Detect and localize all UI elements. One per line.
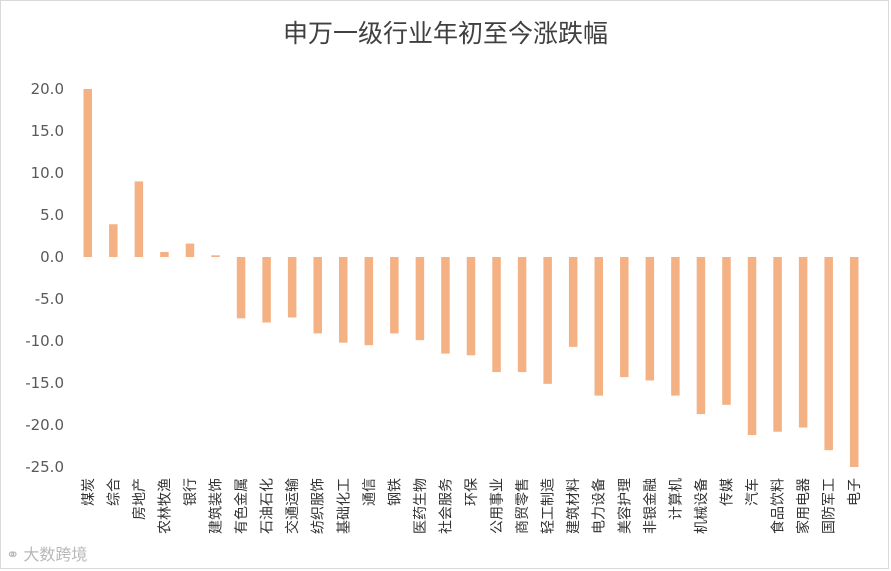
bar: [109, 224, 118, 257]
bar: [492, 257, 501, 373]
bar: [747, 257, 757, 436]
watermark: ⚭ 大数跨境: [6, 541, 87, 565]
bar: [568, 257, 578, 347]
category-label: 房地产: [132, 478, 148, 520]
bar: [798, 257, 808, 428]
chart-title: 申万一级行业年初至今涨跌幅: [282, 19, 608, 48]
category-label: 煤炭: [81, 478, 97, 506]
category-label: 传媒: [719, 478, 735, 506]
bar: [517, 257, 527, 373]
category-label: 建筑装饰: [209, 478, 225, 534]
bar: [134, 181, 144, 257]
bar: [313, 257, 322, 334]
category-label: 轻工制造: [541, 478, 557, 534]
bar: [620, 257, 629, 378]
category-label: 钢铁: [387, 478, 403, 506]
bar: [773, 257, 782, 432]
watermark-text: 大数跨境: [23, 545, 88, 564]
category-label: 商贸零售: [515, 478, 531, 534]
bar: [390, 257, 399, 334]
category-label: 计算机: [668, 478, 684, 520]
category-label: 非银金融: [643, 478, 659, 534]
category-label: 电子: [847, 478, 863, 506]
y-tick-label: 0.0: [40, 248, 64, 266]
bar: [696, 257, 706, 415]
bar: [543, 257, 552, 384]
category-label: 社会服务: [438, 478, 454, 534]
category-label: 电力设备: [591, 478, 608, 534]
category-label: 银行: [183, 478, 199, 506]
bar: [594, 257, 603, 396]
y-tick-label: -5.0: [35, 290, 64, 308]
category-label: 通信: [362, 478, 378, 506]
category-label: 石油石化: [260, 478, 276, 534]
y-tick-label: -25.0: [25, 458, 64, 476]
y-tick-label: -15.0: [25, 374, 64, 392]
bar: [160, 251, 169, 257]
bar: [236, 257, 246, 319]
logo-icon: ⚭: [6, 545, 20, 564]
bar: [671, 257, 680, 396]
category-label: 纺织服饰: [311, 478, 327, 534]
bar: [339, 257, 348, 343]
y-tick-label: -20.0: [25, 416, 64, 434]
category-label: 有色金属: [233, 478, 250, 534]
bar: [824, 257, 833, 451]
bar: [849, 257, 859, 467]
bar: [415, 257, 425, 341]
bar: [722, 257, 731, 405]
category-label: 国防军工: [822, 478, 838, 534]
bar: [83, 89, 93, 257]
category-label: 交通运输: [284, 478, 301, 534]
category-label: 环保: [464, 478, 480, 506]
y-tick-label: 15.0: [31, 122, 64, 140]
category-label: 机械设备: [693, 478, 710, 534]
bar: [466, 257, 476, 356]
bar: [364, 257, 374, 346]
y-tick-label: 10.0: [31, 164, 64, 182]
category-label: 汽车: [744, 478, 761, 506]
category-label: 公用事业: [490, 478, 506, 534]
category-label: 基础化工: [335, 478, 352, 534]
y-tick-label: 20.0: [31, 80, 64, 98]
category-label: 家用电器: [795, 478, 812, 534]
bar: [262, 257, 271, 323]
category-label: 农林牧渔: [157, 478, 173, 534]
category-label: 综合: [106, 478, 122, 506]
bar: [441, 257, 450, 354]
bar: [185, 243, 195, 257]
bar: [211, 255, 220, 257]
category-label: 食品饮料: [770, 478, 787, 534]
category-label: 建筑材料: [566, 478, 582, 534]
bar: [287, 257, 297, 318]
bar: [645, 257, 655, 381]
category-label: 医药生物: [413, 478, 429, 534]
category-label: 美容护理: [616, 478, 633, 534]
y-tick-label: 5.0: [40, 206, 64, 224]
y-tick-label: -10.0: [25, 332, 64, 350]
